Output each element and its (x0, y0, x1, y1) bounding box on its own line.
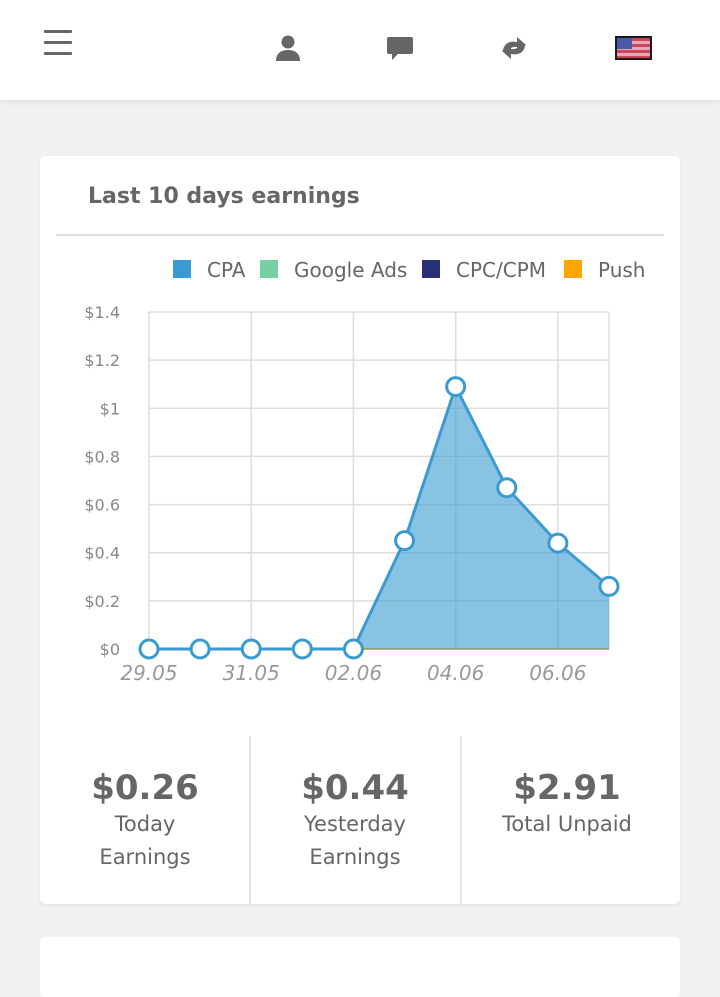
y-tick-label: $1 (100, 399, 120, 418)
stat-today: $0.26 Today Earnings (40, 736, 250, 874)
x-tick-label: 06.06 (529, 661, 586, 685)
data-point (342, 638, 364, 660)
top-bar (0, 0, 720, 100)
data-point (138, 638, 160, 660)
legend-label: Google Ads (294, 258, 407, 282)
flag-icon[interactable] (615, 36, 652, 60)
data-point (496, 477, 518, 499)
series-area (149, 386, 609, 649)
y-tick-label: $0.4 (84, 544, 120, 563)
data-point (240, 638, 262, 660)
legend-label: CPA (207, 258, 246, 282)
legend-label: CPC/CPM (456, 258, 546, 282)
y-tick-label: $0.6 (84, 496, 120, 515)
y-tick-label: $0 (100, 640, 120, 659)
stats-row: $0.26 Today Earnings $0.44 Yesterday Ear… (40, 736, 680, 904)
divider (249, 736, 251, 904)
today-earnings-value: $0.26 (91, 768, 199, 808)
today-earnings-label: Today Earnings (99, 812, 191, 869)
total-unpaid-value: $2.91 (513, 768, 621, 808)
y-tick-label: $0.2 (84, 592, 120, 611)
legend-swatch (173, 260, 191, 278)
card-title: Last 10 days earnings (88, 184, 360, 209)
yesterday-earnings-label: Yesterday Earnings (304, 812, 406, 869)
user-icon[interactable] (274, 34, 302, 62)
earnings-chart: $0 $0.2 $0.4 $0.6 $0.8 $1 $1.2 $1.4 29.05 31.05 02… (84, 258, 645, 685)
y-tick-label: $1.4 (84, 303, 120, 322)
data-point (291, 638, 313, 660)
data-point (598, 575, 620, 597)
divider (56, 234, 664, 236)
x-tick-label: 04.06 (427, 661, 484, 685)
x-tick-label: 02.06 (325, 661, 382, 685)
divider (460, 736, 462, 904)
menu-icon[interactable] (44, 30, 72, 56)
y-tick-label: $1.2 (84, 351, 120, 370)
data-point (547, 532, 569, 554)
legend-swatch (422, 260, 440, 278)
secondary-card (40, 937, 680, 997)
legend-swatch (564, 260, 582, 278)
legend-label: Push (598, 258, 645, 282)
stat-yesterday: $0.44 Yesterday Earnings (250, 736, 460, 874)
y-tick-label: $0.8 (84, 447, 120, 466)
swap-icon[interactable] (499, 34, 529, 62)
earnings-card: Last 10 days earnings $0 $0.2 $0.4 $0.6 $0.8… (40, 156, 680, 904)
legend-swatch (260, 260, 278, 278)
data-point (445, 376, 467, 398)
data-point (189, 638, 211, 660)
data-point (394, 530, 416, 552)
yesterday-earnings-value: $0.44 (301, 768, 409, 808)
x-tick-label: 31.05 (223, 661, 280, 685)
stat-unpaid: $2.91 Total Unpaid (462, 736, 672, 841)
total-unpaid-label: Total Unpaid (502, 812, 632, 836)
chat-icon[interactable] (386, 35, 414, 61)
x-tick-label: 29.05 (120, 661, 177, 685)
series-line (149, 382, 610, 651)
